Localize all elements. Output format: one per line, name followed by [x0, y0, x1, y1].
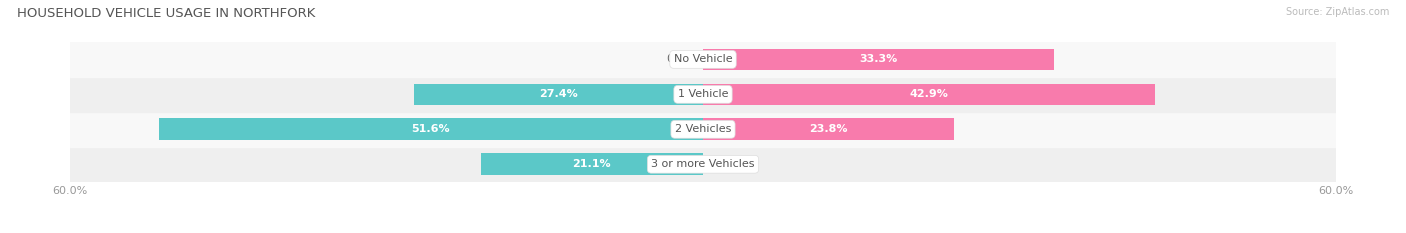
Bar — [70, 42, 1336, 77]
Bar — [70, 112, 1336, 147]
Text: 0.0%: 0.0% — [666, 55, 695, 64]
Text: Source: ZipAtlas.com: Source: ZipAtlas.com — [1285, 7, 1389, 17]
Bar — [703, 49, 1054, 70]
Text: HOUSEHOLD VEHICLE USAGE IN NORTHFORK: HOUSEHOLD VEHICLE USAGE IN NORTHFORK — [17, 7, 315, 20]
Text: 0.0%: 0.0% — [711, 159, 740, 169]
Text: 27.4%: 27.4% — [538, 89, 578, 99]
Text: 33.3%: 33.3% — [859, 55, 897, 64]
Bar — [70, 77, 1336, 112]
Text: 2 Vehicles: 2 Vehicles — [675, 124, 731, 134]
Bar — [70, 147, 1336, 182]
Text: 1 Vehicle: 1 Vehicle — [678, 89, 728, 99]
Bar — [703, 118, 953, 140]
Text: 23.8%: 23.8% — [810, 124, 848, 134]
Text: 21.1%: 21.1% — [572, 159, 612, 169]
Text: 51.6%: 51.6% — [412, 124, 450, 134]
Bar — [703, 83, 1156, 105]
Bar — [159, 118, 703, 140]
Bar — [415, 83, 703, 105]
Text: 3 or more Vehicles: 3 or more Vehicles — [651, 159, 755, 169]
Text: No Vehicle: No Vehicle — [673, 55, 733, 64]
Text: 42.9%: 42.9% — [910, 89, 949, 99]
Bar — [481, 153, 703, 175]
